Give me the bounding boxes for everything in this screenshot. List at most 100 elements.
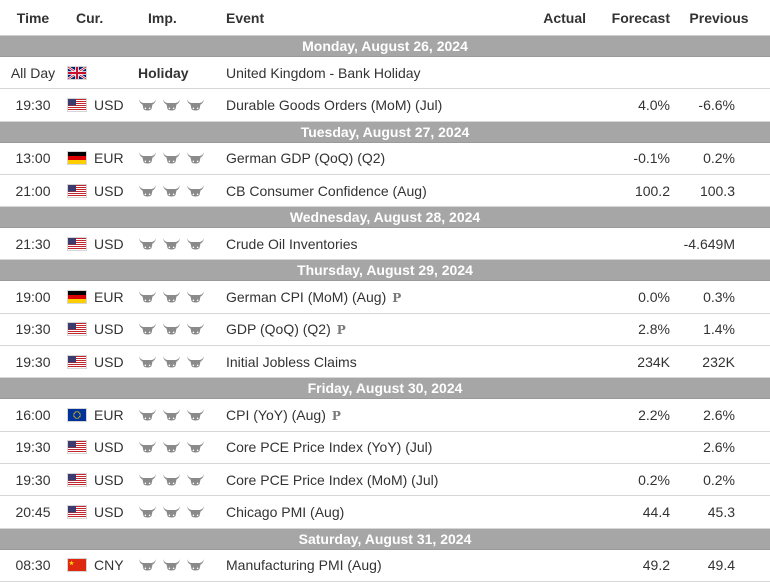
event-row[interactable]: 19:30 USD Core PCE Price Index (MoM) (Jul)… [0,463,770,497]
event-row[interactable]: All Day Holiday United Kingdom - Bank Holi… [0,56,770,90]
event-name-cell[interactable]: United Kingdom - Bank Holiday [226,56,490,90]
currency-wrap: USD [66,354,136,370]
event-row[interactable]: 19:00 EUR German CPI (MoM) (Aug) P 0.0% 0.3% [0,280,770,314]
bull-icon [186,290,205,304]
day-header-row: Monday, August 26, 2024 [0,35,770,57]
event-time: 19:30 [0,345,66,379]
currency-code: USD [94,96,124,113]
event-name[interactable]: Durable Goods Orders (MoM) (Jul) [226,96,443,113]
event-name-cell[interactable]: Core PCE Price Index (YoY) (Jul) [226,431,490,464]
currency-code: USD [94,321,124,338]
us-flag-icon [68,441,86,454]
event-name[interactable]: Initial Jobless Claims [226,353,357,370]
event-name[interactable]: CB Consumer Confidence (Aug) [226,182,427,199]
event-name[interactable]: German CPI (MoM) (Aug) [226,289,387,306]
bull-icon [138,184,157,198]
time-column-header[interactable]: Time [0,0,66,36]
us-flag-icon [68,505,86,518]
event-forecast: 2.2% [590,398,676,432]
bull-icon [138,473,157,487]
event-actual [490,280,590,314]
event-name[interactable]: Chicago PMI (Aug) [226,503,345,520]
event-actual [490,495,590,529]
event-row[interactable]: 20:45 USD Chicago PMI (Aug) 44.4 45.3 [0,495,770,529]
event-previous: 2.6% [676,398,770,432]
event-row[interactable]: 21:00 USD CB Consumer Confidence (Aug) 100.… [0,174,770,208]
event-name-cell[interactable]: Chicago PMI (Aug) [226,495,490,529]
event-name-cell[interactable]: GDP (QoQ) (Q2) P [226,313,490,347]
event-importance [136,431,226,464]
currency-wrap: USD [66,236,136,252]
event-row[interactable]: 19:30 USD Initial Jobless Claims 234K 232K [0,345,770,379]
event-row[interactable]: 08:30 CNY Manufacturing PMI (Aug) 49.2 49.4 [0,549,770,582]
event-name-cell[interactable]: Manufacturing PMI (Aug) [226,549,490,582]
event-actual [490,174,590,208]
event-name[interactable]: GDP (QoQ) (Q2) [226,321,331,338]
currency-column-header[interactable]: Cur. [66,0,136,36]
event-name[interactable]: Crude Oil Inventories [226,235,358,252]
event-previous: 1.4% [676,313,770,347]
currency-code: EUR [94,407,124,424]
event-column-header[interactable]: Event [226,0,490,36]
event-forecast: 2.8% [590,313,676,347]
bull-icon [138,98,157,112]
event-name-cell[interactable]: CB Consumer Confidence (Aug) [226,174,490,208]
currency-wrap: USD [66,472,136,488]
event-currency-cell: USD [66,431,136,464]
event-row[interactable]: 16:00 EUR CPI (YoY) (Aug) P 2.2% 2.6% [0,398,770,432]
event-name[interactable]: German GDP (QoQ) (Q2) [226,150,386,167]
event-name[interactable]: United Kingdom - Bank Holiday [226,64,421,81]
currency-wrap: CNY [66,557,136,573]
event-previous: -4.649M [676,227,770,261]
event-previous: 0.2% [676,463,770,497]
actual-column-header[interactable]: Actual [490,0,590,36]
importance-bulls [136,322,226,336]
event-importance [136,174,226,208]
us-flag-icon [68,98,86,111]
event-actual [490,463,590,497]
event-name[interactable]: Manufacturing PMI (Aug) [226,557,382,574]
currency-wrap [66,66,136,79]
bull-icon [162,473,181,487]
previous-column-header[interactable]: Previous [676,0,770,36]
currency-wrap: EUR [66,407,136,423]
event-previous: 2.6% [676,431,770,464]
event-row[interactable]: 21:30 USD Crude Oil Inventories -4.649M [0,227,770,261]
bull-icon [186,237,205,251]
event-name-cell[interactable]: Crude Oil Inventories [226,227,490,261]
event-name-cell[interactable]: CPI (YoY) (Aug) P [226,398,490,432]
event-importance [136,463,226,497]
event-name-cell[interactable]: Core PCE Price Index (MoM) (Jul) [226,463,490,497]
day-label: Thursday, August 29, 2024 [0,259,770,282]
event-currency-cell: USD [66,174,136,208]
event-currency-cell: USD [66,345,136,379]
day-header-row: Tuesday, August 27, 2024 [0,121,770,143]
event-name-cell[interactable]: Initial Jobless Claims [226,345,490,379]
event-currency-cell: EUR [66,142,136,175]
bull-icon [186,98,205,112]
event-currency-cell: EUR [66,280,136,314]
importance-column-header[interactable]: Imp. [136,0,226,36]
event-row[interactable]: 13:00 EUR German GDP (QoQ) (Q2) -0.1% 0.2% [0,142,770,175]
event-name-cell[interactable]: Durable Goods Orders (MoM) (Jul) [226,88,490,122]
bull-icon [138,505,157,519]
event-name-cell[interactable]: German CPI (MoM) (Aug) P [226,280,490,314]
event-name[interactable]: Core PCE Price Index (MoM) (Jul) [226,471,439,488]
event-row[interactable]: 19:30 USD Core PCE Price Index (YoY) (Jul)… [0,431,770,464]
forecast-column-header[interactable]: Forecast [590,0,676,36]
event-name[interactable]: Core PCE Price Index (YoY) (Jul) [226,439,433,456]
event-importance: Holiday [136,56,226,90]
event-row[interactable]: 19:30 USD Durable Goods Orders (MoM) (Jul)… [0,88,770,122]
preliminary-badge: P [331,409,341,424]
event-name-cell[interactable]: German GDP (QoQ) (Q2) [226,142,490,175]
us-flag-icon [68,237,86,250]
bull-icon [186,151,205,165]
currency-code: CNY [94,557,124,574]
bull-icon [186,408,205,422]
event-row[interactable]: 19:30 USD GDP (QoQ) (Q2) P 2.8% 1.4% [0,313,770,347]
event-name[interactable]: CPI (YoY) (Aug) [226,407,326,424]
bull-icon [162,440,181,454]
us-flag-icon [68,355,86,368]
uk-flag-icon [68,66,86,79]
day-header-row: Friday, August 30, 2024 [0,377,770,400]
